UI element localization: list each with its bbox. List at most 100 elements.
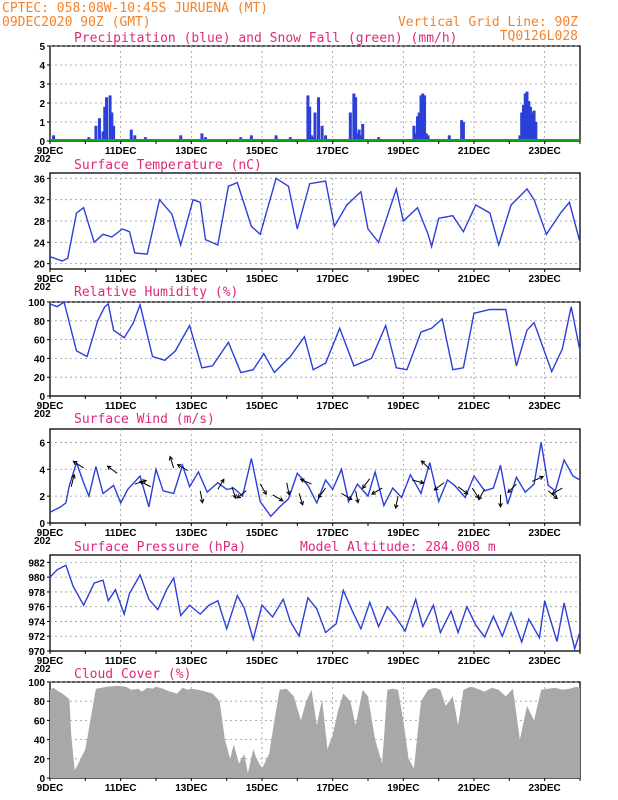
temp-ytick-label: 32 — [34, 196, 46, 207]
precip-bar — [426, 135, 430, 141]
humidity-ytick-label: 20 — [34, 373, 46, 384]
humidity-corner-label: 202 — [34, 409, 51, 420]
cloud-xtick-label: 15DEC — [246, 783, 278, 794]
precip-bar — [249, 135, 253, 141]
wind-arrow-shaft — [177, 464, 189, 472]
cloud-title: Cloud Cover (%) — [74, 667, 191, 682]
wind-arrow-shaft — [317, 487, 327, 498]
precip-bar — [518, 135, 522, 141]
wind-arrow-shaft — [199, 490, 204, 503]
wind-arrow — [199, 490, 205, 504]
wind-xtick-label: 15DEC — [246, 528, 278, 539]
precip-bar — [97, 118, 101, 141]
wind-arrow-shaft — [169, 456, 175, 469]
precip-ytick-label: 0 — [39, 137, 45, 148]
precip-bar — [460, 120, 464, 141]
humidity-xtick-label: 13DEC — [175, 401, 207, 412]
wind-arrow-head — [138, 480, 144, 485]
wind-arrow-head — [463, 490, 469, 495]
humidity-ytick-label: 80 — [34, 317, 46, 328]
wind-arrow-head — [498, 503, 503, 508]
humidity-ytick-label: 60 — [34, 336, 46, 347]
precip-bar — [461, 122, 465, 141]
wind-arrow-shaft — [421, 460, 431, 470]
cloud-ytick-label: 80 — [34, 697, 46, 708]
wind-panel: 0 2 4 6 9DEC 11DEC 13DEC 15DEC 17DEC 19DEC 21DEC 23… — [34, 412, 581, 547]
wind-arrow — [433, 482, 445, 491]
precip-ytick-label: 3 — [39, 80, 45, 91]
wind-arrow — [317, 487, 327, 499]
precip-bar — [129, 129, 133, 141]
precip-ytick-label: 1 — [39, 118, 45, 129]
precip-xtick-label: 23DEC — [529, 146, 561, 157]
wind-arrow — [341, 493, 353, 500]
temp-line — [49, 177, 581, 262]
humidity-ytick-label: 0 — [39, 392, 45, 403]
precip-bar — [94, 125, 98, 141]
precip-xtick-label: 15DEC — [246, 146, 278, 157]
humidity-xtick-label: 17DEC — [317, 401, 349, 412]
wind-arrow-shaft — [259, 483, 267, 495]
precip-panel: 0 1 2 3 4 5 9DEC 11DEC 13DEC 15DEC 17DEC 19DEC 21DEC… — [34, 31, 581, 165]
cloud-xtick-label: 21DEC — [458, 783, 490, 794]
humidity-xtick-label: 11DEC — [105, 401, 137, 412]
precip-bar — [534, 122, 538, 141]
wind-arrow — [70, 473, 76, 487]
precip-bar — [532, 110, 536, 141]
wind-xtick-label: 13DEC — [175, 528, 207, 539]
temp-title: Surface Temperature (nC) — [74, 158, 262, 173]
cloud-ytick-label: 0 — [39, 774, 45, 785]
precip-bar — [309, 135, 313, 141]
humidity-xtick-label: 23DEC — [529, 401, 561, 412]
pressure-title: Surface Pressure (hPa) — [74, 540, 246, 555]
precip-ytick-label: 2 — [39, 99, 45, 110]
precip-bar — [423, 95, 427, 141]
wind-arrow-shaft — [286, 482, 290, 495]
pressure-ytick-label: 970 — [28, 647, 45, 658]
wind-arrow — [507, 483, 517, 494]
pressure-ytick-label: 978 — [28, 588, 45, 599]
wind-arrow — [547, 490, 558, 500]
wind-arrow-head — [72, 460, 78, 466]
precip-bar — [133, 135, 137, 141]
precip-bar — [355, 133, 359, 141]
wind-arrow-shaft — [507, 483, 517, 493]
precip-bar — [412, 125, 416, 141]
wind-arrow — [532, 475, 545, 482]
precip-bar — [320, 125, 324, 141]
wind-arrow — [168, 455, 175, 469]
wind-xtick-label: 9DEC — [37, 528, 64, 539]
precip-bar — [108, 95, 112, 141]
wind-arrow — [361, 478, 371, 490]
model-code: TQ0126L028 — [500, 29, 578, 44]
precip-bar — [359, 135, 363, 141]
humidity-frame — [49, 301, 581, 397]
wind-arrow-head — [371, 490, 376, 495]
precip-bar — [424, 133, 428, 141]
precip-bar — [361, 123, 365, 141]
cloud-xtick-label: 9DEC — [37, 783, 64, 794]
precip-xtick-label: 11DEC — [105, 146, 137, 157]
wind-arrow — [420, 460, 431, 470]
wind-arrow — [478, 489, 486, 501]
wind-arrow-head — [199, 498, 205, 504]
wind-arrow-shaft — [107, 465, 118, 474]
precip-corner-label: 202 — [34, 154, 51, 165]
run-date: 09DEC2020 90Z (GMT) — [2, 15, 151, 30]
pressure-xtick-label: 9DEC — [37, 656, 64, 667]
precip-bar — [200, 133, 204, 141]
precip-bar — [521, 104, 525, 141]
wind-arrow-shaft — [341, 493, 352, 500]
humidity-xtick-label: 9DEC — [37, 401, 64, 412]
temp-ytick-label: 24 — [34, 238, 46, 249]
precip-bar — [348, 112, 352, 141]
temp-xtick-label: 23DEC — [529, 274, 561, 285]
wind-arrow-shaft — [471, 487, 480, 499]
wind-xtick-label: 11DEC — [105, 528, 137, 539]
wind-arrow-head — [220, 478, 225, 484]
precip-bar — [110, 112, 114, 141]
wind-arrow — [272, 494, 284, 502]
wind-xtick-label: 23DEC — [529, 528, 561, 539]
cloud-ytick-label: 60 — [34, 716, 46, 727]
wind-ytick-label: 0 — [39, 519, 45, 530]
